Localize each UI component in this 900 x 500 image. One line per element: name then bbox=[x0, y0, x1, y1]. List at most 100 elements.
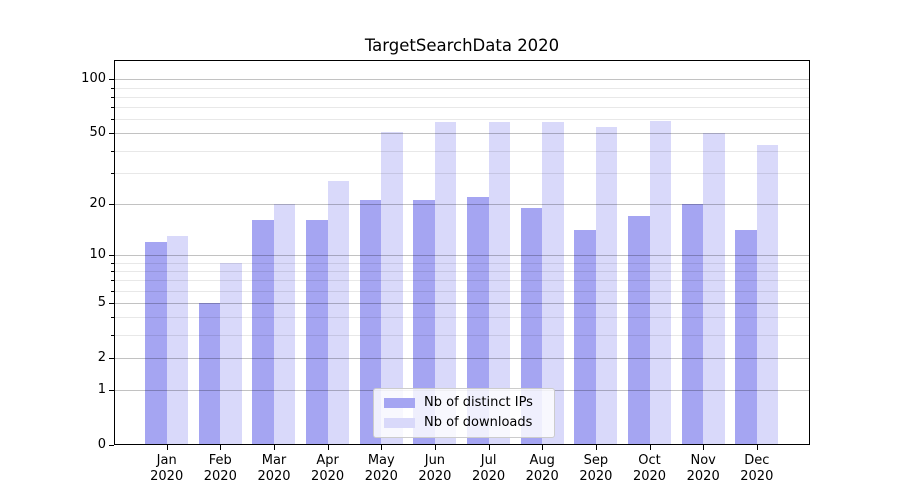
y-tick-mark-minor bbox=[111, 172, 114, 174]
x-tick-mark bbox=[756, 445, 758, 450]
bar-distinct-ips-apr bbox=[306, 220, 328, 444]
bar-downloads-apr bbox=[327, 180, 350, 444]
gridline-major bbox=[115, 203, 809, 205]
axis-spine-left bbox=[114, 60, 115, 445]
y-tick-mark bbox=[109, 357, 114, 359]
y-tick-mark-minor bbox=[111, 96, 114, 98]
axis-spine-right bbox=[809, 60, 810, 445]
y-tick-label: 0 bbox=[97, 437, 106, 452]
y-tick-label: 1 bbox=[97, 382, 106, 398]
y-tick-mark-minor bbox=[111, 87, 114, 89]
x-tick-mark bbox=[488, 445, 490, 450]
y-tick-label: 2 bbox=[97, 349, 106, 365]
y-tick-mark bbox=[109, 303, 114, 304]
x-tick-mark bbox=[595, 445, 597, 450]
bar-distinct-ips-mar bbox=[252, 220, 274, 444]
bar-distinct-ips-sep bbox=[574, 230, 596, 444]
gridline-minor bbox=[115, 262, 809, 264]
x-tick-mark bbox=[434, 445, 436, 450]
x-tick-label-feb: Feb 2020 bbox=[203, 453, 237, 484]
bar-downloads-jul bbox=[488, 121, 511, 444]
gridline-minor bbox=[115, 96, 809, 98]
y-tick-mark-minor bbox=[111, 335, 114, 337]
bar-distinct-ips-aug bbox=[520, 207, 543, 444]
x-tick-mark bbox=[220, 445, 222, 450]
y-tick-label: 10 bbox=[89, 246, 106, 262]
x-tick-mark bbox=[703, 445, 705, 450]
x-tick-label-aug: Aug 2020 bbox=[525, 453, 559, 484]
x-tick-mark bbox=[274, 445, 275, 450]
bar-downloads-sep bbox=[595, 127, 618, 444]
bar-distinct-ips-jul bbox=[467, 196, 489, 444]
y-tick-mark bbox=[109, 445, 114, 446]
x-tick-label-jan: Jan 2020 bbox=[150, 453, 184, 484]
gridline-major bbox=[115, 303, 809, 304]
y-tick-mark-minor bbox=[111, 119, 114, 121]
x-tick-mark bbox=[166, 445, 168, 450]
x-tick-label-jul: Jul 2020 bbox=[472, 453, 506, 484]
x-tick-label-nov: Nov 2020 bbox=[686, 453, 720, 484]
x-tick-mark bbox=[381, 445, 383, 450]
x-tick-label-apr: Apr 2020 bbox=[311, 453, 345, 484]
y-tick-label: 50 bbox=[89, 125, 106, 141]
gridline-minor bbox=[115, 280, 809, 282]
legend-label: Nb of distinct IPs bbox=[424, 394, 533, 410]
legend-swatch bbox=[384, 397, 415, 408]
y-tick-mark bbox=[109, 254, 114, 256]
bar-downloads-oct bbox=[649, 120, 671, 444]
bar-distinct-ips-feb bbox=[198, 303, 221, 444]
gridline-major bbox=[115, 254, 809, 256]
y-tick-mark bbox=[109, 203, 114, 205]
bar-distinct-ips-dec bbox=[735, 230, 757, 444]
bar-distinct-ips-may bbox=[359, 200, 382, 444]
y-tick-mark-minor bbox=[111, 262, 114, 264]
x-tick-label-mar: Mar 2020 bbox=[257, 453, 291, 484]
bar-distinct-ips-jun bbox=[413, 200, 435, 444]
bar-downloads-jun bbox=[434, 121, 457, 444]
gridline-minor bbox=[115, 150, 809, 152]
gridline-minor bbox=[115, 87, 809, 89]
y-tick-mark-minor bbox=[111, 150, 114, 152]
y-tick-mark-minor bbox=[111, 107, 114, 109]
gridline-major bbox=[115, 79, 809, 81]
x-tick-label-may: May 2020 bbox=[364, 453, 398, 484]
legend-label: Nb of downloads bbox=[424, 415, 533, 431]
bar-downloads-may bbox=[381, 131, 403, 444]
gridline-major bbox=[115, 357, 809, 359]
gridline-minor bbox=[115, 172, 809, 174]
y-tick-mark bbox=[109, 390, 114, 392]
chart-title: TargetSearchData 2020 bbox=[364, 36, 560, 55]
legend-row: Nb of distinct IPs bbox=[384, 394, 554, 412]
legend: Nb of distinct IPs Nb of downloads bbox=[373, 388, 555, 438]
gridline-minor bbox=[115, 119, 809, 121]
x-tick-label-sep: Sep 2020 bbox=[579, 453, 613, 484]
bar-downloads-nov bbox=[703, 133, 725, 444]
y-tick-mark bbox=[109, 133, 114, 135]
bar-downloads-dec bbox=[756, 145, 779, 444]
gridline-minor bbox=[115, 270, 809, 272]
bar-distinct-ips-oct bbox=[628, 215, 650, 444]
y-tick-label: 100 bbox=[81, 71, 106, 87]
y-tick-mark-minor bbox=[111, 290, 114, 292]
y-tick-mark bbox=[109, 79, 114, 81]
y-tick-mark-minor bbox=[111, 280, 114, 282]
bar-downloads-jan bbox=[166, 235, 189, 444]
y-tick-mark-minor bbox=[111, 317, 114, 319]
x-tick-mark bbox=[327, 445, 329, 450]
x-tick-label-jun: Jun 2020 bbox=[418, 453, 452, 484]
gridline-minor bbox=[115, 317, 809, 319]
bar-distinct-ips-nov bbox=[681, 203, 704, 444]
bar-distinct-ips-jan bbox=[145, 241, 167, 444]
y-tick-mark-minor bbox=[111, 270, 114, 272]
y-tick-label: 20 bbox=[89, 195, 106, 211]
gridline-minor bbox=[115, 107, 809, 109]
axis-spine-bottom bbox=[114, 444, 810, 445]
gridline-minor bbox=[115, 290, 809, 292]
x-tick-label-oct: Oct 2020 bbox=[632, 453, 667, 484]
x-tick-mark bbox=[649, 445, 651, 450]
bar-downloads-feb bbox=[220, 262, 242, 444]
y-tick-label: 5 bbox=[97, 295, 106, 310]
axis-spine-top bbox=[114, 60, 810, 61]
gridline-minor bbox=[115, 335, 809, 337]
